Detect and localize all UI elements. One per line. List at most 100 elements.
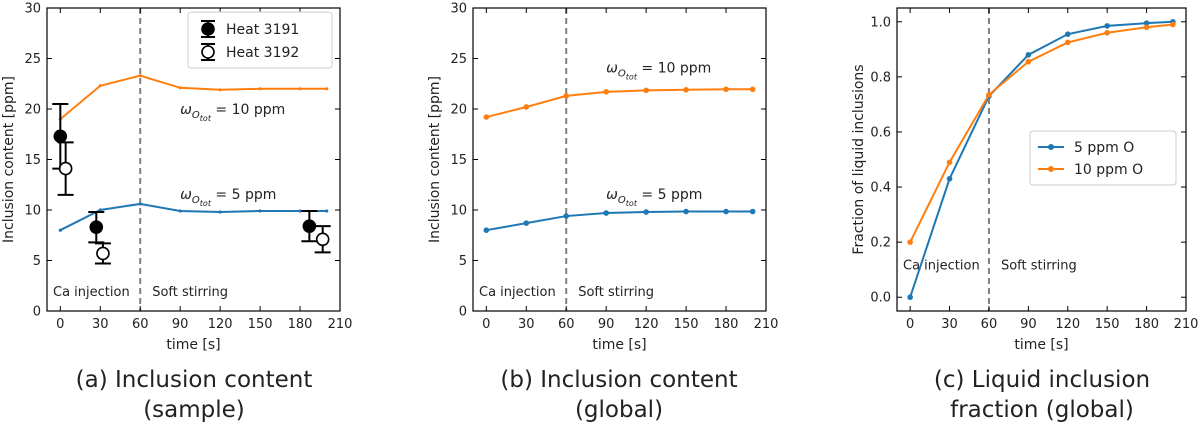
x-tick-label: 60 [132,317,149,332]
y-tick-label: 30 [24,2,41,17]
x-tick-label: 90 [1020,317,1037,332]
data-point-blue [58,228,62,232]
data-point-orange [298,87,302,91]
legend-label: 5 ppm O [1074,140,1134,156]
data-point-orange [1143,24,1150,31]
data-point-orange [1064,39,1071,46]
omega-annotation-1-value: 5 ppm [232,187,277,203]
y-tick-label: 20 [24,103,41,118]
y-tick-label: 15 [24,153,41,168]
data-point-orange [723,86,729,93]
legend-box [1029,130,1177,186]
marker-filled [53,129,68,144]
data-point-orange [138,74,142,78]
omega-annotation-0-value: 10 ppm [658,61,712,77]
omega-annotation-0: ωOtot = 10 ppm [606,61,711,82]
data-point-orange [946,159,953,166]
data-point-orange [523,104,530,110]
x-tick-label: 150 [1095,317,1120,332]
series-line-blue [909,20,1173,298]
marker-open [315,232,330,247]
phase-label-ca-injection: Ca injection [903,259,980,274]
x-tick-label: 30 [92,317,109,332]
marker-filled [302,219,317,233]
y-axis-label: Fraction of liquid inclusions [851,64,867,254]
marker-filled [89,220,104,234]
data-point-blue [683,208,689,215]
data-point-orange [1170,21,1176,28]
phase-label-soft-stirring: Soft stirring [1001,259,1077,274]
data-point-orange [749,86,756,93]
y-tick-label: 0.8 [870,70,891,85]
legend-label: Heat 3192 [226,45,299,61]
data-point-blue [563,213,570,219]
legend-label: 10 ppm O [1074,162,1143,178]
data-point-blue [907,294,913,301]
data-point-blue [523,220,530,226]
x-tick-label: 120 [1055,317,1080,332]
data-point-blue [1025,52,1032,58]
y-tick-label: 20 [450,103,467,118]
x-tick-label: 150 [674,317,699,332]
x-axis-label: time [s] [166,337,220,353]
x-tick-label: 0 [482,317,490,332]
data-point-blue [1143,20,1150,26]
data-point-orange [178,86,182,90]
x-tick-label: 210 [754,317,779,332]
x-axis-label: time [s] [592,337,646,353]
caption-line: (c) Liquid inclusion [934,367,1150,393]
data-point-orange [218,88,222,92]
data-point-blue [1104,23,1110,29]
y-tick-label: 0 [33,305,41,320]
x-tick-label: 0 [56,317,64,332]
omega-annotation-0: ωOtot = 10 ppm [180,102,285,123]
x-tick-label: 60 [558,317,575,332]
y-tick-label: 0.4 [870,181,891,196]
legend-label: Heat 3191 [226,22,299,38]
x-tick-label: 60 [981,317,998,332]
data-point-blue [325,209,329,213]
x-tick-label: 120 [208,317,233,332]
data-point-blue [1064,31,1071,37]
data-point-orange [907,239,913,245]
y-tick-label: 15 [450,153,467,168]
data-point-orange [483,114,490,120]
data-point-blue [723,208,729,215]
x-tick-label: 180 [714,317,739,332]
data-point-blue [643,209,649,215]
x-tick-label: 180 [288,317,313,332]
y-tick-label: 25 [450,52,467,67]
phase-label-ca-injection: Ca injection [53,285,130,300]
axes-frame [472,7,767,312]
series-line-orange [59,74,327,120]
y-tick-label: 25 [24,52,41,67]
y-tick-label: 1.0 [870,15,891,30]
marker-open [58,161,73,176]
series-line-orange [909,23,1173,243]
chart-a: Ca injection Soft stirring ωOtot = 10 ppm ω… [1,2,352,424]
phase-label-soft-stirring: Soft stirring [578,285,654,300]
data-point-orange [1025,58,1032,65]
data-point-blue [98,208,102,212]
data-point-orange [325,87,329,91]
y-tick-label: 30 [450,2,467,17]
y-tick-label: 10 [450,204,467,219]
legend-marker [201,22,215,36]
x-tick-label: 150 [248,317,273,332]
x-tick-label: 90 [172,317,189,332]
data-point-blue [603,210,609,216]
series-line-blue [486,210,753,232]
omega-annotation-0-value: 10 ppm [232,102,286,118]
y-tick-label: 0 [459,305,467,320]
chart-b: Ca injection Soft stirring ωOtot = 10 ppm ω… [427,2,778,424]
omega-annotation-1: ωOtot = 5 ppm [606,187,702,208]
series-line-orange [486,88,753,119]
caption-line: (global) [575,397,663,423]
data-point-orange [98,84,102,88]
data-point-blue [178,209,182,213]
data-point-orange [986,91,992,98]
x-tick-label: 210 [1174,317,1199,332]
y-tick-label: 0.2 [870,236,891,251]
series-line-blue [59,202,327,232]
